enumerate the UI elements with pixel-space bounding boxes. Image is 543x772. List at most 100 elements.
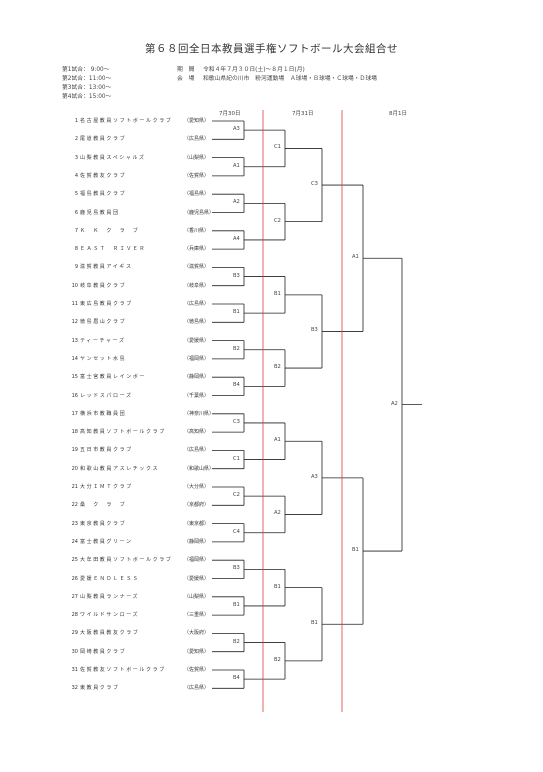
team-number: 20	[71, 465, 78, 472]
team-name: 岡崎教員クラブ	[80, 648, 127, 655]
team-name: 佐賀教友ソフトボールクラブ	[80, 667, 166, 673]
team-row: 21 大分ＩＭＴクラブ （大分県）	[68, 483, 209, 490]
team-row: 23 東京教員クラブ （東京都）	[68, 520, 209, 527]
round1-match-label: A2	[233, 199, 240, 206]
team-name: 山梨教員スペシャルズ	[80, 154, 146, 161]
team-number: 12	[71, 319, 78, 326]
team-name: 五日市教員クラブ	[80, 447, 133, 454]
round1-match-label: C1	[233, 455, 240, 462]
team-number: 32	[71, 685, 78, 692]
team-name: 福島教員クラブ	[80, 191, 127, 198]
team-row: 32 東教員クラブ （広島県）	[68, 684, 209, 691]
team-name: 東教員クラブ	[80, 685, 120, 692]
team-row: 16 レッドスパローズ （千葉県）	[68, 392, 209, 399]
team-number: 22	[71, 502, 78, 509]
round3-match-label: B1	[311, 620, 318, 627]
team-name: 尾道教員クラブ	[80, 136, 127, 143]
round2-match-label: B1	[274, 290, 281, 297]
team-name: 鹿児島教員団	[80, 209, 120, 216]
team-number: 1	[74, 118, 78, 124]
team-name: Ｋ Ｋ ク ラ ブ	[80, 227, 140, 234]
team-name: レッドスパローズ	[80, 392, 133, 399]
team-number: 5	[74, 191, 78, 198]
period-label: 期 間	[177, 67, 195, 73]
team-row: 26 愛媛ＥＮＤＬＥＳＳ （愛媛県）	[68, 575, 209, 582]
team-name: 大阪教員教友クラブ	[80, 630, 140, 637]
date-header-day1: 7月30日	[219, 111, 241, 117]
team-name: 富士宮教員レインボー	[80, 374, 147, 381]
team-number: 17	[71, 410, 78, 417]
schedule-item: 第3試合：13:00～	[62, 85, 112, 91]
round1-match-label: C3	[233, 418, 240, 425]
team-name: ヤンセット水島	[80, 355, 127, 362]
team-row: 3 山梨教員スペシャルズ （山梨県）	[68, 154, 209, 161]
team-number: 9	[74, 264, 78, 271]
team-name: 山梨教員ランナーズ	[80, 593, 140, 600]
team-number: 27	[71, 593, 78, 600]
round2-match-label: B1	[274, 583, 281, 590]
round1-match-label: B2	[233, 345, 240, 352]
team-row: 17 横浜市教職員団 （神奈川県）	[68, 410, 214, 417]
team-row: 29 大阪教員教友クラブ （大阪府）	[68, 629, 209, 636]
team-number: 29	[71, 630, 78, 637]
team-name: 名古屋教員ソフトボールクラブ	[80, 118, 173, 124]
round4-match-label: A1	[352, 254, 359, 261]
team-number: 10	[71, 282, 78, 289]
round1-match-label: B1	[233, 309, 240, 316]
venue-label: 会 場	[177, 76, 195, 82]
team-row: 8 ＥＡＳＴ ＲＩＶＥＲ （兵庫県）	[68, 245, 209, 252]
team-row: 28 ワイルドサンローズ （三重県）	[68, 611, 209, 618]
team-name: 横浜市教職員団	[80, 410, 127, 417]
team-row: 12 徳島眉山クラブ （徳島県）	[68, 318, 209, 325]
team-row: 19 五日市教員クラブ （広島県）	[68, 446, 209, 453]
team-row: 25 大牟田教員ソフトボールクラブ （福岡県）	[68, 556, 209, 563]
round1-match-label: B3	[233, 272, 240, 279]
team-number: 2	[74, 136, 78, 143]
round1-match-label: A1	[233, 162, 240, 169]
round1-match-label: B1	[233, 601, 240, 608]
team-row: 4 佐賀教友クラブ （佐賀県）	[68, 172, 209, 179]
team-number: 31	[71, 667, 78, 673]
schedule-item: 第4試合：15:00～	[62, 94, 112, 100]
team-row: 24 富士教員グリーン （静岡県）	[68, 538, 209, 545]
page-title: 第６８回全日本教員選手権ソフトボール大会組合せ	[145, 43, 398, 55]
team-prefecture: （山梨県）	[184, 593, 210, 600]
round1-match-label: A4	[233, 235, 240, 242]
team-prefecture: （佐賀県）	[184, 667, 210, 673]
team-number: 8	[74, 246, 78, 253]
team-number: 18	[71, 429, 78, 436]
team-prefecture: （東京都）	[184, 520, 210, 527]
team-prefecture: （兵庫県）	[184, 246, 210, 253]
schedule-item: 第2試合：11:00～	[62, 76, 112, 82]
team-row: 5 福島教員クラブ （福島県）	[68, 190, 209, 197]
round2-match-label: C1	[274, 144, 281, 151]
date-header-day2: 7月31日	[292, 111, 314, 117]
team-prefecture: （広島県）	[184, 301, 210, 307]
team-name: 滋賀教員アイギス	[80, 264, 133, 271]
team-row: 13 ティーチャーズ （愛媛県）	[68, 337, 209, 344]
team-prefecture: （広島県）	[184, 136, 210, 143]
team-number: 30	[71, 648, 78, 655]
team-name: 和歌山教員アスレチックス	[80, 465, 160, 472]
team-prefecture: （大分県）	[184, 484, 210, 490]
team-name: 佐賀教友クラブ	[80, 172, 127, 179]
team-row: 9 滋賀教員アイギス （滋賀県）	[68, 263, 209, 270]
team-name: ティーチャーズ	[80, 337, 126, 344]
team-number: 7	[74, 227, 78, 234]
team-row: 31 佐賀教友ソフトボールクラブ （佐賀県）	[68, 666, 209, 673]
team-row: 11 東広島教員クラブ （広島県）	[68, 300, 209, 307]
team-row: 22 桑 ク ラ ブ （京都府）	[68, 501, 209, 508]
date-header-day3: 8月1日	[389, 111, 407, 117]
team-name: 桑 ク ラ ブ	[80, 502, 127, 509]
team-number: 25	[71, 557, 78, 564]
team-name: 岐阜教員クラブ	[80, 282, 127, 289]
team-prefecture: （愛知県）	[184, 118, 210, 124]
team-prefecture: （広島県）	[184, 685, 210, 692]
team-prefecture: （愛知県）	[184, 648, 210, 655]
team-number: 3	[74, 154, 78, 161]
team-prefecture: （大阪府）	[184, 630, 210, 637]
round3-match-label: B3	[311, 327, 318, 334]
event-info: 期 間 令和４年７月３０日(土)～８月１日(月) 会 場 和歌山県紀の川市 粉河運動…	[177, 66, 377, 84]
team-number: 19	[71, 447, 78, 454]
